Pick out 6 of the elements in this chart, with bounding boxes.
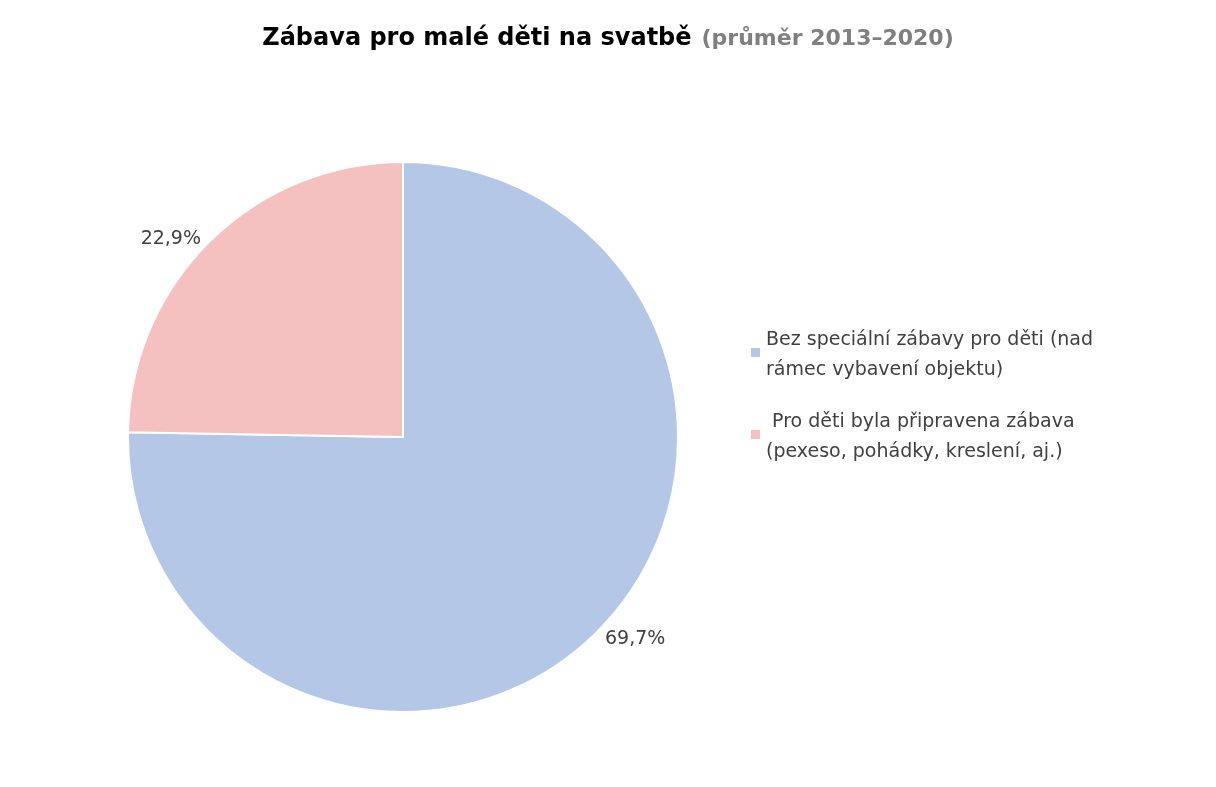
legend-label: Pro děti byla připravena zábava (pexeso, pohádky, kreslení, aj.) (766, 408, 1081, 461)
chart-subtitle: (průměr 2013–2020) (701, 24, 954, 50)
data-label: 69,7% (605, 626, 666, 649)
data-label: 22,9% (140, 225, 201, 248)
legend-label: Bez speciální zábavy pro děti (nad rámec vybavení objektu) (766, 326, 1100, 379)
chart-title: Zábava pro malé děti na svatbě (262, 23, 692, 51)
